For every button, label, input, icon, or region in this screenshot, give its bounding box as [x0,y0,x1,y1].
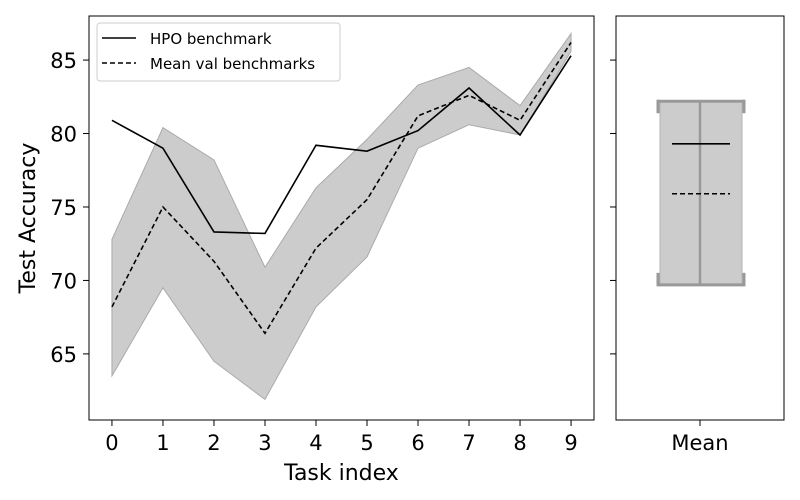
y-tick-label: 80 [50,123,77,147]
x-tick-label: 0 [105,431,118,455]
x-tick-label: 1 [156,431,169,455]
confidence-band [111,32,572,401]
series-line-hpo-benchmark [111,55,572,235]
x-tick-label: 9 [564,431,577,455]
mean-summary-plot: Mean [610,15,785,455]
x-tick-label: 8 [513,431,526,455]
series-lines-layer [111,42,572,335]
legend-box [96,22,341,82]
x-axis-label: Task index [283,461,399,486]
x-tick-label: 7 [462,431,475,455]
y-axis-label: Test Accuracy [16,143,41,295]
x-tick-label: 5 [360,431,373,455]
mean-box-layer [656,99,746,287]
x-axis-ticks: 0 1 2 3 4 5 6 7 8 9 [105,420,578,455]
main-plot: 0 1 2 3 4 5 6 7 8 9 65 70 75 80 85 Task index Test Ac… [16,15,595,486]
series-line-mean-val-benchmarks [111,42,572,335]
legend-label-hpo: HPO benchmark [150,30,272,48]
x-tick-label: 4 [309,431,322,455]
legend-label-mean-val: Mean val benchmarks [150,55,315,73]
main-plot-frame [88,15,595,421]
x-tick-label: 2 [207,431,220,455]
y-tick-label: 75 [50,196,77,220]
x-tick-label: 6 [411,431,424,455]
legend: HPO benchmark Mean val benchmarks [96,22,341,82]
confidence-band-layer [111,32,572,401]
y-tick-label: 65 [50,343,77,367]
side-x-axis-ticks: Mean [671,420,729,455]
side-x-tick-label: Mean [671,431,728,455]
y-tick-label: 70 [50,269,77,293]
y-tick-label: 85 [50,49,77,73]
side-y-axis-ticks [610,59,616,355]
y-axis-ticks: 65 70 75 80 85 [50,49,89,367]
x-tick-label: 3 [258,431,271,455]
